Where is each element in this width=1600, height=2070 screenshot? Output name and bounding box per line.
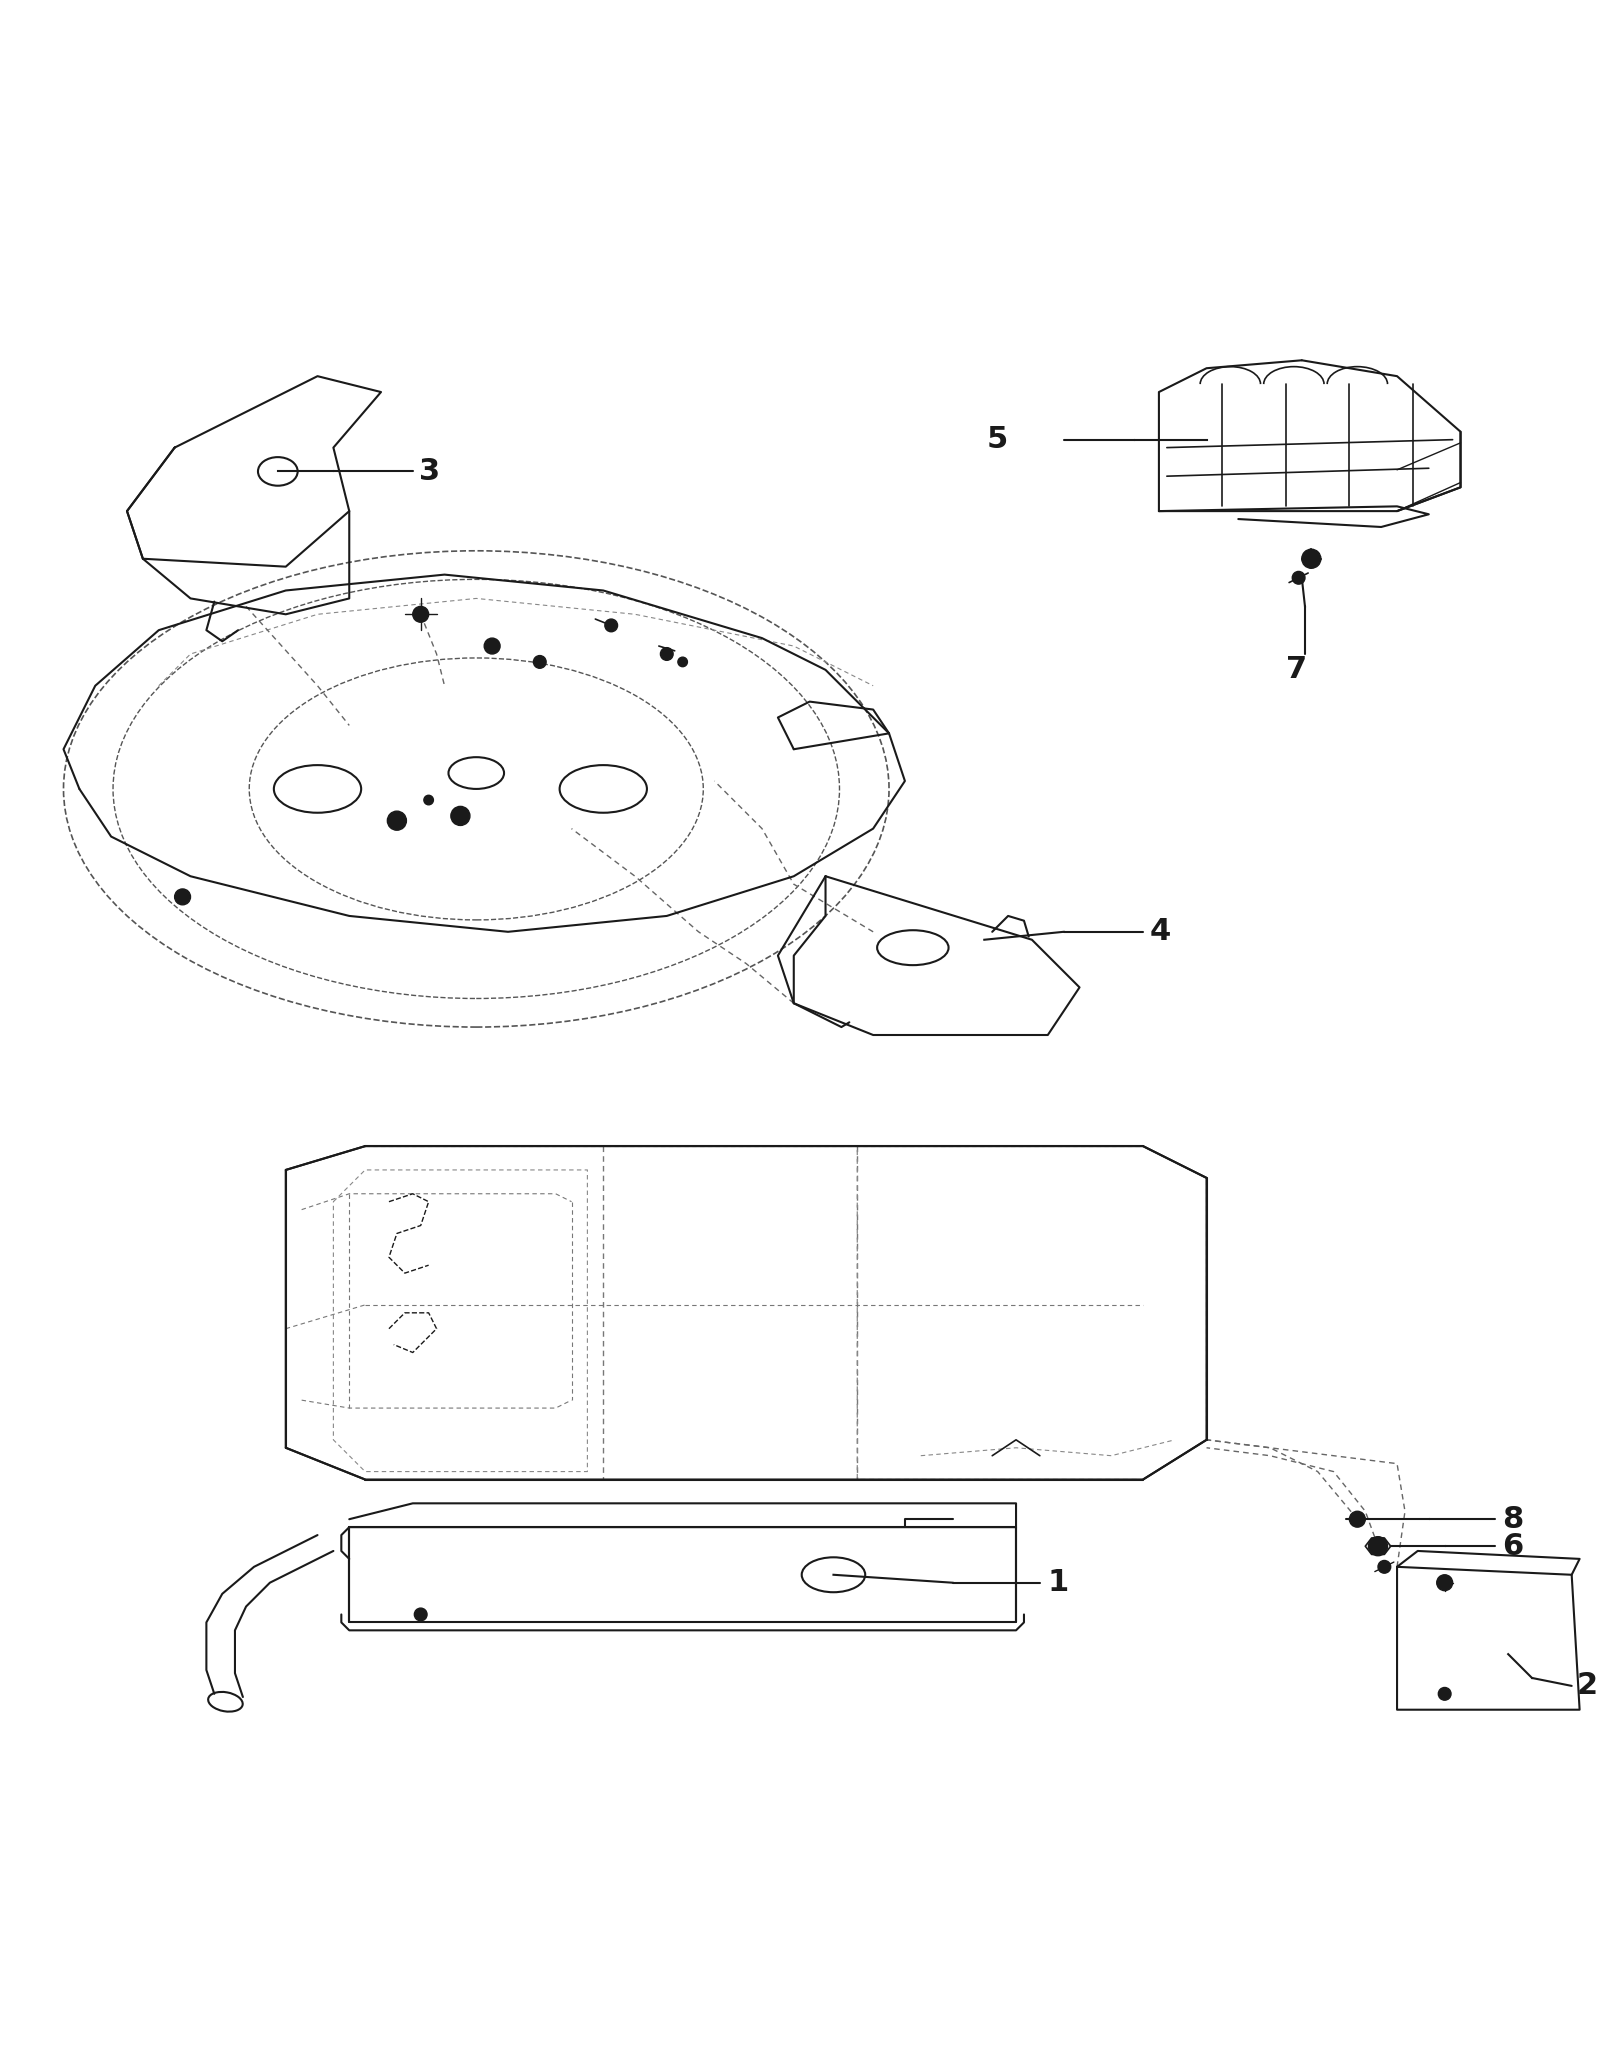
Text: 6: 6 — [1502, 1532, 1523, 1561]
Circle shape — [387, 811, 406, 830]
Text: 3: 3 — [419, 457, 440, 486]
Circle shape — [1438, 1687, 1451, 1699]
Circle shape — [1378, 1561, 1390, 1573]
Circle shape — [1302, 549, 1322, 569]
Circle shape — [413, 607, 429, 623]
Text: 1: 1 — [1048, 1569, 1069, 1598]
Circle shape — [1437, 1575, 1453, 1590]
Text: 2: 2 — [1576, 1670, 1597, 1699]
Circle shape — [485, 638, 501, 654]
Text: 7: 7 — [1286, 656, 1307, 685]
Circle shape — [174, 888, 190, 905]
Circle shape — [1349, 1511, 1365, 1528]
Circle shape — [1368, 1536, 1387, 1557]
Text: 5: 5 — [987, 424, 1008, 453]
Text: 4: 4 — [1149, 917, 1171, 946]
Circle shape — [1293, 571, 1306, 584]
Circle shape — [533, 656, 546, 669]
Circle shape — [678, 656, 688, 667]
Text: 8: 8 — [1502, 1505, 1523, 1534]
Circle shape — [661, 648, 674, 660]
Circle shape — [451, 807, 470, 826]
Circle shape — [414, 1608, 427, 1621]
Circle shape — [424, 795, 434, 805]
Circle shape — [605, 619, 618, 631]
